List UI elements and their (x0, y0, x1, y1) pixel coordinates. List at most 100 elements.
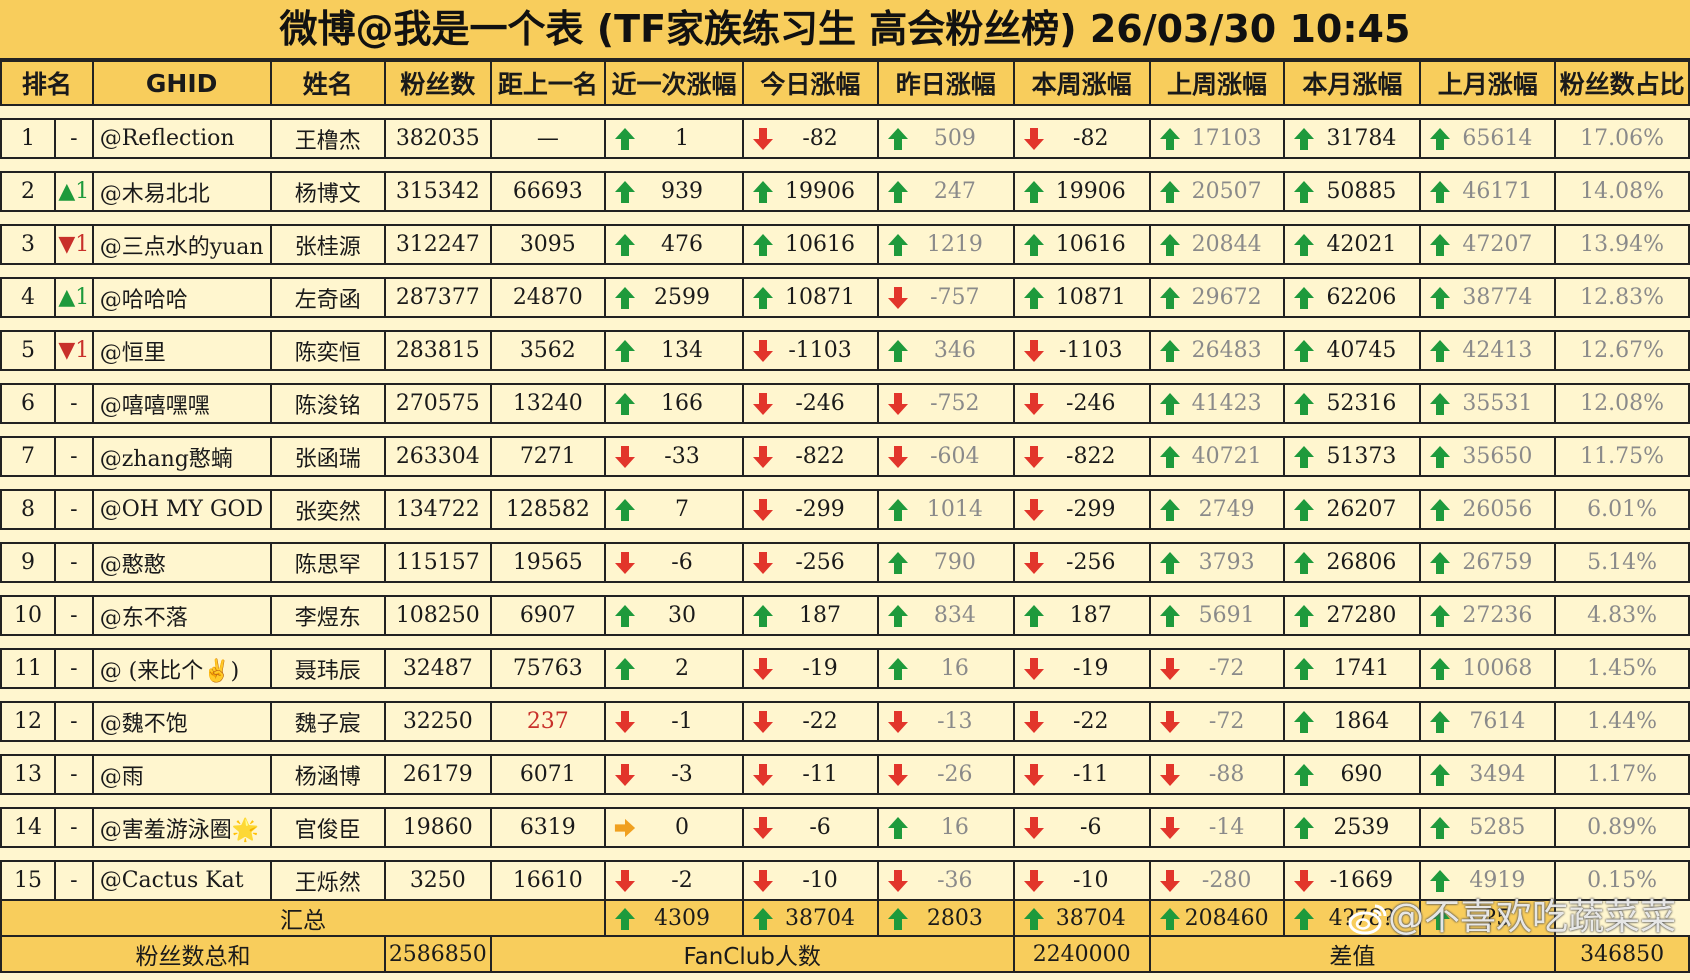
lastweek-cell: 17103 (1148, 119, 1286, 159)
lastmonth-cell: 27236 (1419, 596, 1557, 636)
week-cell: -19 (1012, 649, 1151, 689)
ghid-cell: @恒里 (91, 331, 272, 371)
gap-cell: 6319 (489, 808, 606, 848)
weibo-logo-icon (1348, 904, 1387, 935)
month-cell: -1669 (1283, 861, 1422, 901)
ghid-cell: @害羞游泳圈🌟 (91, 808, 272, 848)
ghid-cell: @哈哈哈 (91, 278, 272, 318)
week-cell: -246 (1012, 384, 1151, 424)
name-cell: 张函瑞 (269, 437, 386, 477)
lastmonth-cell: 42413 (1419, 331, 1557, 371)
lastmonth-cell: 7614 (1419, 702, 1557, 742)
yesterday-cell: -752 (876, 384, 1015, 424)
rank-trend-cell: - (53, 808, 94, 848)
header-lastmonth: 上月涨幅 (1419, 60, 1557, 106)
yesterday-cell: 247 (876, 172, 1015, 212)
name-cell: 魏子宸 (269, 702, 386, 742)
fans-cell: 263304 (383, 437, 492, 477)
lastmonth-cell: 47207 (1419, 225, 1557, 265)
name-cell: 杨涵博 (269, 755, 386, 795)
table-row: 12- @魏不饱 魏子宸 32250 237 -1 -22 -13 -22 -72 1864 7614… (0, 702, 1690, 742)
arrow-up-icon (1429, 869, 1451, 893)
diff-value: 346850 (1554, 935, 1690, 973)
arrow-up-icon (1429, 286, 1451, 310)
rank-cell: 2 (0, 172, 56, 212)
gap-cell: 13240 (489, 384, 606, 424)
yesterday-cell: -604 (876, 437, 1015, 477)
arrow-up-icon (1159, 339, 1181, 363)
arrow-up-icon (614, 907, 636, 931)
rank-trend-cell: ▲1 (53, 278, 94, 318)
row-divider (1, 794, 1689, 809)
pct-cell: 6.01% (1554, 490, 1690, 530)
page-title: 微博@我是一个表 (TF家族练习生 高会粉丝榜) 26/03/30 10:45 (0, 0, 1690, 60)
rank-cell: 4 (0, 278, 56, 318)
today-cell: -256 (742, 543, 879, 583)
arrow-down-icon (1023, 551, 1045, 575)
header-gap: 距上一名 (489, 60, 606, 106)
recent-cell: 2 (603, 649, 745, 689)
arrow-up-icon (1023, 286, 1045, 310)
yesterday-cell: 509 (876, 119, 1015, 159)
table-row: 5 ▼1 @恒里 陈奕恒 283815 3562 134 -1103 346 -1103 26483… (0, 331, 1690, 371)
gap-cell: 24870 (489, 278, 606, 318)
week-cell: -822 (1012, 437, 1151, 477)
ghid-cell: @嘻嘻嘿嘿 (91, 384, 272, 424)
arrow-up-icon (1023, 604, 1045, 628)
fans-cell: 315342 (383, 172, 492, 212)
arrow-down-icon (887, 710, 909, 734)
arrow-up-icon (1159, 392, 1181, 416)
rank-trend-cell: ▼1 (53, 331, 94, 371)
pct-cell: 4.83% (1554, 596, 1690, 636)
name-cell: 张桂源 (269, 225, 386, 265)
ghid-cell: @Cactus Kat (91, 861, 272, 901)
recent-cell: -3 (603, 755, 745, 795)
ghid-cell: @木易北北 (91, 172, 272, 212)
arrow-up-icon (1023, 180, 1045, 204)
lastweek-cell: 20507 (1148, 172, 1286, 212)
pct-cell: 1.44% (1554, 702, 1690, 742)
summary-yesterday: 2803 (876, 899, 1015, 937)
lastweek-cell: 41423 (1148, 384, 1286, 424)
gap-cell: 3095 (489, 225, 606, 265)
arrow-up-icon (887, 233, 909, 257)
fanclub-value: 2240000 (1012, 935, 1151, 973)
arrow-down-icon (752, 392, 774, 416)
name-cell: 陈浚铭 (269, 384, 386, 424)
yesterday-cell: -26 (876, 755, 1015, 795)
gap-cell: 3562 (489, 331, 606, 371)
table-row: 10- @东不落 李煜东 108250 6907 30 187 834 187 5691 27280… (0, 596, 1690, 636)
table-row: 6- @嘻嘻嘿嘿 陈浚铭 270575 13240 166 -246 -752 -246 4142… (0, 384, 1690, 424)
name-cell: 王橹杰 (269, 119, 386, 159)
lastweek-cell: 40721 (1148, 437, 1286, 477)
header-row: 排名 GHID 姓名 粉丝数 距上一名 近一次涨幅 今日涨幅 昨日涨幅 本周涨幅… (0, 60, 1690, 106)
arrow-down-icon (752, 657, 774, 681)
arrow-up-icon (614, 233, 636, 257)
row-divider (1, 317, 1689, 332)
arrow-up-icon (1429, 604, 1451, 628)
header-ghid: GHID (91, 60, 272, 106)
arrow-up-icon (1293, 816, 1315, 840)
recent-cell: 2599 (603, 278, 745, 318)
fanclub-label: FanClub人数 (489, 935, 1015, 973)
arrow-up-icon (614, 286, 636, 310)
arrow-down-icon (1023, 445, 1045, 469)
arrow-down-icon (1023, 869, 1045, 893)
arrow-up-icon (1159, 127, 1181, 151)
pct-cell: 13.94% (1554, 225, 1690, 265)
yesterday-cell: -13 (876, 702, 1015, 742)
fans-cell: 134722 (383, 490, 492, 530)
arrow-up-icon (887, 816, 909, 840)
today-cell: -22 (742, 702, 879, 742)
lastweek-cell: -72 (1148, 702, 1286, 742)
row-divider (1, 264, 1689, 279)
month-cell: 52316 (1283, 384, 1422, 424)
recent-cell: 1 (603, 119, 745, 159)
pct-cell: 12.08% (1554, 384, 1690, 424)
gap-cell: 237 (489, 702, 606, 742)
rank-trend-cell: - (53, 861, 94, 901)
arrow-down-icon (1159, 816, 1181, 840)
header-month: 本月涨幅 (1283, 60, 1422, 106)
week-cell: 10871 (1012, 278, 1151, 318)
yesterday-cell: -36 (876, 861, 1015, 901)
